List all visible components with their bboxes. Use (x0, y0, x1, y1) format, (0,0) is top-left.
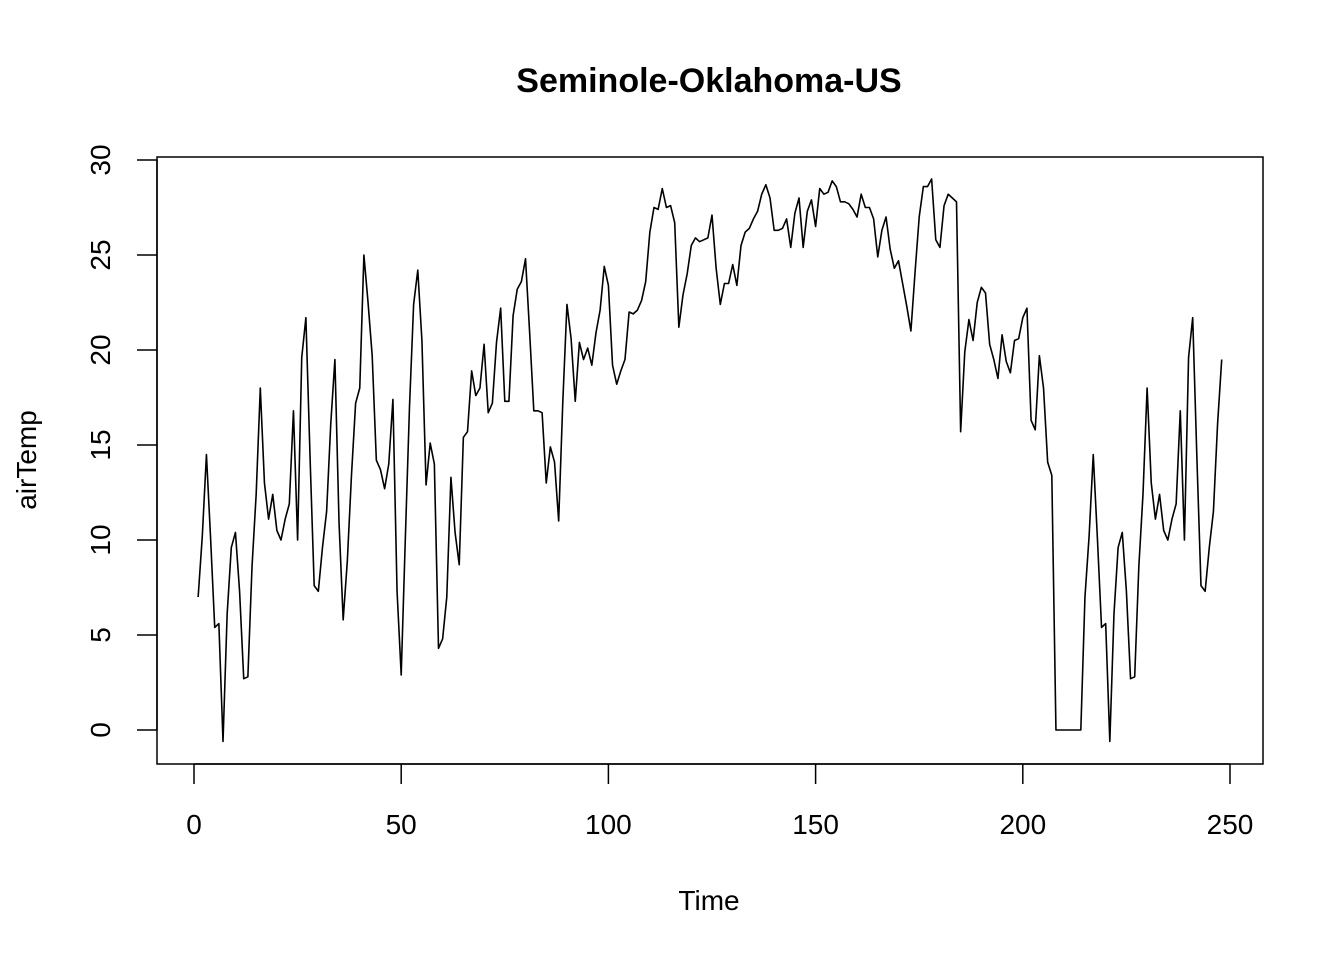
y-tick-label: 5 (85, 627, 116, 643)
series-line-airtemp (197, 178, 1223, 743)
y-tick-label: 0 (85, 722, 116, 738)
x-tick-label: 50 (386, 809, 417, 840)
x-axis: 0 50 100 150 200 250 (186, 763, 1254, 840)
x-tick-label: 100 (585, 809, 632, 840)
chart-title: Seminole-Oklahoma-US (516, 62, 901, 100)
y-tick-label: 10 (85, 524, 116, 555)
y-axis: 0 5 10 15 20 25 30 (85, 144, 158, 738)
x-tick-label: 250 (1207, 809, 1254, 840)
plot-frame (156, 156, 1264, 765)
y-tick-label: 20 (85, 334, 116, 365)
x-tick-label: 200 (999, 809, 1046, 840)
y-tick-label: 25 (85, 239, 116, 270)
y-tick-label: 15 (85, 429, 116, 460)
x-axis-label: Time (678, 885, 739, 916)
x-tick-label: 0 (186, 809, 202, 840)
y-tick-label: 30 (85, 144, 116, 175)
x-tick-label: 150 (792, 809, 839, 840)
y-axis-label: airTemp (11, 410, 42, 510)
